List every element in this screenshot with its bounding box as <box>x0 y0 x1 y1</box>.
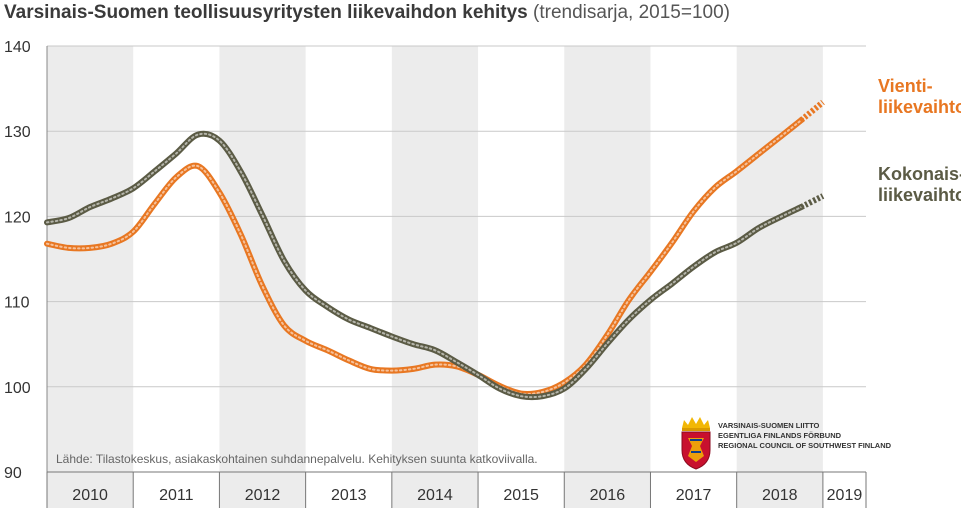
year-band <box>47 46 134 508</box>
y-axis: 90 100 110 120 130 140 <box>4 39 48 508</box>
x-tick-label: 2012 <box>245 487 281 504</box>
y-tick-label: 120 <box>4 209 31 226</box>
y-tick-label: 140 <box>4 39 31 56</box>
x-tick-label: 2014 <box>417 487 453 504</box>
x-tick-label: 2010 <box>72 487 108 504</box>
series-vienti <box>44 99 825 398</box>
series-label: liikevaihto <box>878 185 961 205</box>
series-trend-line <box>799 99 825 123</box>
series-label: Vienti- <box>878 76 933 96</box>
chart-title: Varsinais-Suomen teollisuusyritysten lii… <box>4 2 730 24</box>
series-line-texture <box>46 132 803 399</box>
chart-title-main: Varsinais-Suomen teollisuusyritysten lii… <box>4 2 528 23</box>
logo-line-2: EGENTLIGA FINLANDS FÖRBUND <box>718 431 842 440</box>
organization-logo: VARSINAIS-SUOMEN LIITTO EGENTLIGA FINLAN… <box>678 414 891 470</box>
x-axis: 2010 2011 2012 2013 2014 2015 2016 2017 2018 2019 <box>46 471 867 508</box>
series-line-texture <box>46 119 803 396</box>
chart-subtitle: (trendisarja, 2015=100) <box>533 2 731 23</box>
year-bands <box>47 46 823 508</box>
series-lines <box>44 99 825 401</box>
logo-text: VARSINAIS-SUOMEN LIITTO EGENTLIGA FINLAN… <box>718 421 891 451</box>
x-tick-label: 2017 <box>676 487 712 504</box>
series-kokonais <box>44 130 825 401</box>
x-tick-label: 2016 <box>590 487 626 504</box>
grid-lines <box>47 45 866 388</box>
logo-line-1: VARSINAIS-SUOMEN LIITTO <box>718 421 820 430</box>
y-tick-label: 90 <box>4 465 22 482</box>
series-label: Kokonais- <box>878 164 961 184</box>
year-band <box>564 46 651 508</box>
y-tick-label: 130 <box>4 124 31 141</box>
year-band <box>391 46 479 508</box>
source-note: Lähde: Tilastokeskus, asiakaskohtainen s… <box>56 452 538 466</box>
series-label: liikevaihto <box>878 97 961 117</box>
logo-line-3: REGIONAL COUNCIL OF SOUTHWEST FINLAND <box>718 441 892 450</box>
series-trend-line <box>799 193 825 210</box>
y-tick-label: 110 <box>4 295 30 312</box>
crown-icon <box>682 417 710 428</box>
x-tick-label: 2019 <box>827 487 863 504</box>
x-tick-label: 2018 <box>762 487 798 504</box>
year-band <box>736 46 823 508</box>
x-tick-label: 2011 <box>159 487 194 504</box>
y-tick-label: 100 <box>4 380 31 397</box>
x-tick-label: 2015 <box>503 487 539 504</box>
coat-of-arms-icon <box>681 417 711 470</box>
x-tick-label: 2013 <box>331 487 367 504</box>
